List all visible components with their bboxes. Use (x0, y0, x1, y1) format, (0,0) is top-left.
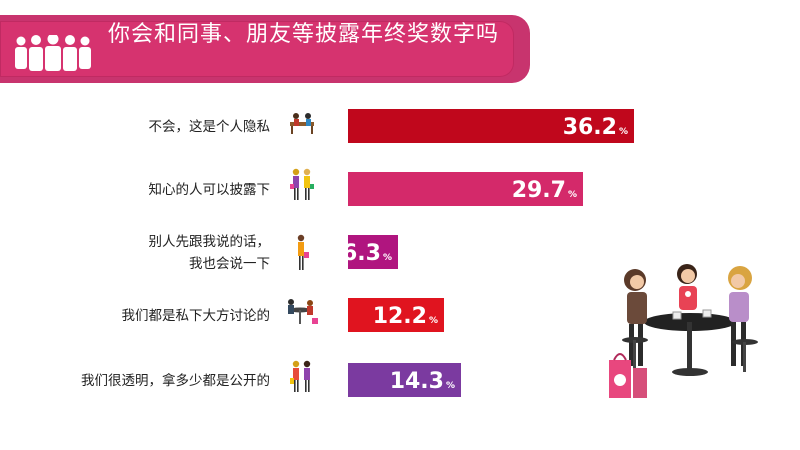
bar-value-label-4: 12.2% (373, 304, 438, 329)
row-icons (288, 113, 318, 392)
bar-4 (348, 298, 444, 332)
bar-value-label-2: 29.7% (512, 178, 577, 203)
category-label-5: 我们很透明，拿多少都是公开的 (81, 372, 270, 389)
category-label-2: 知心的人可以披露下 (149, 181, 271, 198)
category-label-4: 我们都是私下大方讨论的 (122, 308, 271, 324)
bar-value-label-1: 36.2% (563, 115, 628, 140)
walking-woman-icon (297, 234, 309, 270)
title-banner-inner (0, 21, 514, 77)
bar-value-label-5: 14.3% (390, 369, 455, 394)
bar-1 (348, 109, 634, 143)
page-title: 你会和同事、朋友等披露年终奖数字吗 (108, 22, 500, 47)
category-label-3-line-1: 别人先跟我说的话， (149, 234, 271, 250)
bars-layer: 36.2 % 不会，这是个人隐私 29.7 % 知心的人可以披露下 6.3 % 别人先跟我说的话… (81, 109, 634, 397)
bar-3 (348, 235, 398, 269)
bench-couple-icon (290, 113, 314, 134)
category-label-1: 不会，这是个人隐私 (149, 118, 271, 135)
people-group-icon (15, 35, 91, 71)
category-label-3-line-2: 我也会说一下 (189, 256, 270, 272)
title-banner (0, 15, 530, 83)
bar-2 (348, 172, 583, 206)
shopping-women-icon (290, 168, 314, 200)
cafe-friends-illustration (609, 264, 758, 398)
cafe-table-icon (288, 299, 318, 324)
bar-5 (348, 363, 461, 397)
bar-value-label-3: 6.3% (342, 241, 392, 266)
shopping-friends-icon (290, 360, 311, 392)
